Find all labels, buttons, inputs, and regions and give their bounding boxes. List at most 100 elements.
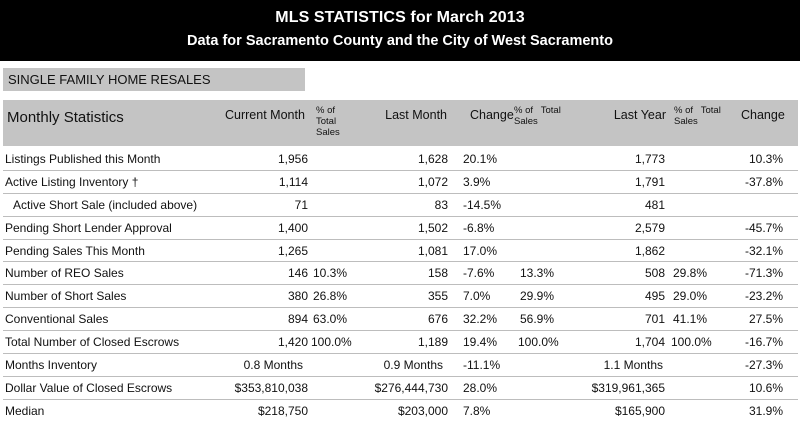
- year-change-value: 10.3%: [748, 152, 783, 166]
- pct-total-current: 26.8%: [313, 289, 348, 304]
- last-year-value: 2,579: [634, 220, 665, 235]
- row-label: Pending Short Lender Approval: [5, 220, 172, 235]
- last-year-value: 1,704: [634, 335, 665, 350]
- change-value: -7.6%: [463, 266, 495, 281]
- current-month-value: 1,265: [277, 243, 308, 258]
- change-value: 19.4%: [463, 335, 498, 350]
- table-row: Listings Published this Month 1,956 1,62…: [3, 148, 798, 171]
- table-row: Number of Short Sales 380 26.8% 355 7.0%…: [3, 285, 798, 309]
- section-label: SINGLE FAMILY HOME RESALES: [3, 68, 305, 91]
- change-value: 7.0%: [463, 289, 491, 304]
- last-year-value: 1,791: [634, 174, 665, 189]
- current-month-value: 1,956: [277, 152, 308, 166]
- row-label: Dollar Value of Closed Escrows: [5, 380, 173, 395]
- table-row: Conventional Sales 894 63.0% 676 32.2% 5…: [3, 308, 798, 332]
- col-pct-total-1: % of Total Sales: [316, 105, 340, 138]
- last-year-value: 1.1 Months: [603, 358, 663, 373]
- last-month-value: 1,072: [417, 174, 448, 189]
- current-month-value: 380: [287, 289, 308, 304]
- current-month-value: 71: [294, 197, 308, 212]
- current-month-value: 0.8 Months: [243, 358, 303, 373]
- row-label: Number of Short Sales: [5, 289, 127, 304]
- pct-total-last: 13.3%: [520, 266, 555, 281]
- change-value: 20.1%: [463, 152, 498, 166]
- last-year-value: 1,862: [634, 243, 665, 258]
- year-change-value: -71.3%: [744, 266, 783, 281]
- last-month-value: 1,502: [417, 220, 448, 235]
- current-month-value: 894: [287, 312, 308, 327]
- table-row: Dollar Value of Closed Escrows $353,810,…: [3, 377, 798, 400]
- row-label: Pending Sales This Month: [5, 243, 145, 258]
- last-month-value: 1,628: [417, 152, 448, 166]
- report-subtitle: Data for Sacramento County and the City …: [187, 33, 613, 49]
- table-row: Months Inventory 0.8 Months 0.9 Months -…: [3, 354, 798, 377]
- pct-total-current: 100.0%: [311, 335, 352, 350]
- pct-total-last-year: 29.8%: [673, 266, 708, 281]
- col-last-month: Last Month: [385, 108, 447, 122]
- table-row: Active Short Sale (included above) 71 83…: [3, 194, 798, 217]
- pct-total-current: 63.0%: [313, 312, 348, 327]
- col-last-year: Last Year: [613, 108, 666, 122]
- last-year-value: 508: [644, 266, 665, 281]
- last-month-value: 355: [427, 289, 448, 304]
- report-title: MLS STATISTICS for March 2013: [275, 9, 525, 26]
- year-change-value: 10.6%: [748, 380, 783, 395]
- pct-total-last: 100.0%: [518, 335, 559, 350]
- last-year-value: 481: [644, 197, 665, 212]
- pct-total-last-year: 100.0%: [671, 335, 712, 350]
- col-change-2: Change: [741, 108, 785, 122]
- table-row: Total Number of Closed Escrows 1,420 100…: [3, 331, 798, 355]
- last-month-value: 1,189: [417, 335, 448, 350]
- col-monthly-statistics: Monthly Statistics: [7, 109, 124, 126]
- change-value: 17.0%: [463, 243, 498, 258]
- pct-total-current: 10.3%: [313, 266, 348, 281]
- row-label: Conventional Sales: [5, 312, 109, 327]
- row-label: Number of REO Sales: [5, 266, 124, 281]
- last-year-value: 701: [644, 312, 665, 327]
- table-row: Pending Sales This Month 1,265 1,081 17.…: [3, 240, 798, 263]
- year-change-value: 27.5%: [748, 312, 783, 327]
- last-month-value: 1,081: [417, 243, 448, 258]
- last-month-value: 83: [434, 197, 448, 212]
- row-label: Total Number of Closed Escrows: [5, 335, 180, 350]
- change-value: 3.9%: [463, 174, 491, 189]
- current-month-value: 146: [287, 266, 308, 281]
- table-row: Active Listing Inventory † 1,114 1,072 3…: [3, 171, 798, 194]
- row-label: Active Listing Inventory †: [5, 174, 139, 189]
- change-value: 32.2%: [463, 312, 498, 327]
- current-month-value: $353,810,038: [234, 380, 308, 395]
- current-month-value: 1,420: [277, 335, 308, 350]
- year-change-value: -27.3%: [744, 358, 783, 373]
- pct-total-last: 56.9%: [520, 312, 555, 327]
- pct-total-last: 29.9%: [520, 289, 555, 304]
- table-row: Pending Short Lender Approval 1,400 1,50…: [3, 217, 798, 240]
- col-change-1: Change: [470, 108, 514, 122]
- row-label: Months Inventory: [5, 358, 98, 373]
- report-header: MLS STATISTICS for March 2013 Data for S…: [0, 0, 800, 61]
- pct-total-last-year: 41.1%: [673, 312, 708, 327]
- last-year-value: 1,773: [634, 152, 665, 166]
- col-pct-total-3: % of Total Sales: [674, 105, 721, 127]
- year-change-value: -23.2%: [744, 289, 783, 304]
- change-value: -14.5%: [463, 197, 502, 212]
- column-header-bar: Monthly Statistics Current Month % of To…: [3, 100, 798, 146]
- pct-total-last-year: 29.0%: [673, 289, 708, 304]
- last-month-value: $276,444,730: [374, 380, 448, 395]
- year-change-value: -45.7%: [744, 220, 783, 235]
- last-month-value: 158: [427, 266, 448, 281]
- change-value: -6.8%: [463, 220, 495, 235]
- last-year-value: 495: [644, 289, 665, 304]
- year-change-value: -32.1%: [744, 243, 783, 258]
- last-year-value: $319,961,365: [591, 380, 665, 395]
- change-value: 28.0%: [463, 380, 498, 395]
- table-row: Number of REO Sales 146 10.3% 158 -7.6% …: [3, 262, 798, 286]
- row-label: Listings Published this Month: [5, 152, 161, 166]
- year-change-value: -37.8%: [744, 174, 783, 189]
- statistics-table: Listings Published this Month 1,956 1,62…: [3, 148, 798, 422]
- current-month-value: 1,400: [277, 220, 308, 235]
- current-month-value: 1,114: [278, 174, 308, 189]
- col-current-month: Current Month: [225, 108, 305, 122]
- last-month-value: 676: [427, 312, 448, 327]
- col-pct-total-2: % of Total Sales: [514, 105, 561, 127]
- row-label: Active Short Sale (included above): [13, 197, 198, 212]
